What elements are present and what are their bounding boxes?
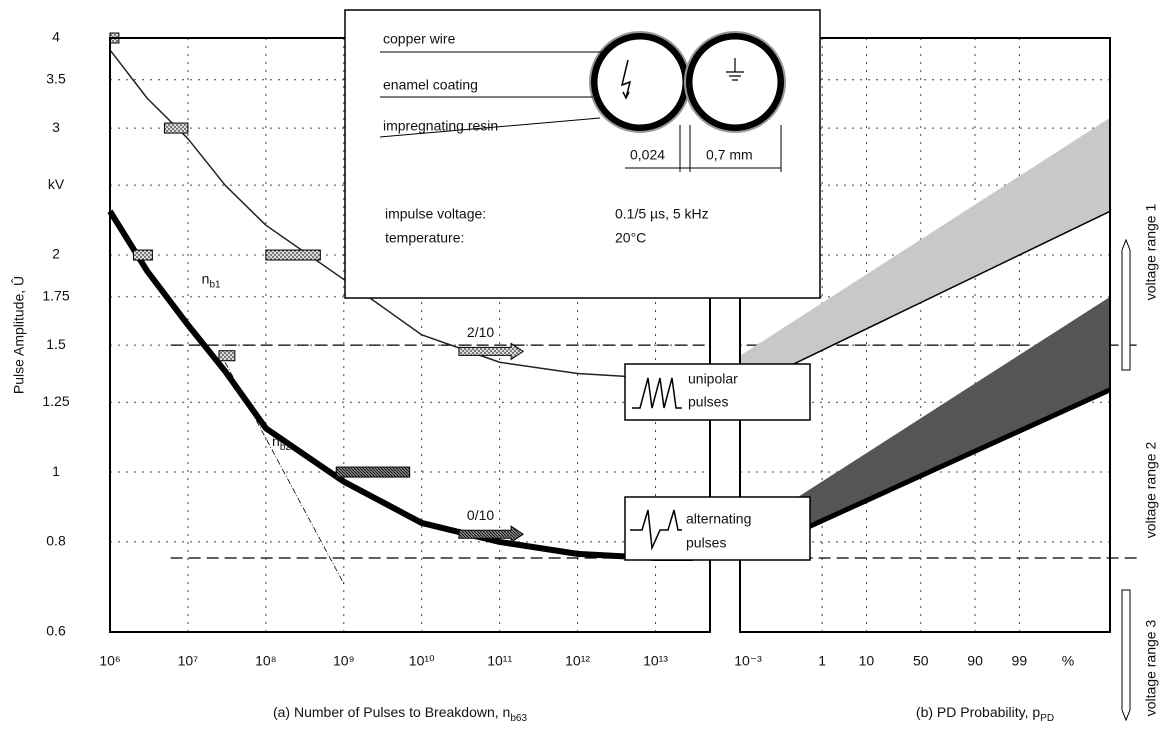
box-text: pulses — [688, 394, 728, 410]
band — [740, 296, 1110, 558]
resin-right — [684, 31, 786, 133]
y-axis-label: Pulse Amplitude, Û — [11, 276, 27, 394]
x-tick-label: 10⁻³ — [734, 653, 762, 669]
range-bar — [163, 122, 189, 134]
inset-label: copper wire — [383, 31, 456, 47]
voltage-ranges: voltage range 1 voltage range 2 voltage … — [1121, 204, 1159, 722]
annotation: nb1 — [202, 270, 221, 290]
x-tick-label: 10⁸ — [255, 653, 277, 669]
inset: copper wire enamel coating impregnating … — [344, 9, 821, 299]
inset-label: impregnating resin — [383, 118, 498, 134]
condition-value: 20°C — [615, 230, 646, 246]
alternating-wave — [630, 509, 682, 551]
pulse-box: unipolar pulses alternating pulses — [624, 363, 811, 561]
range-label: voltage range 3 — [1143, 620, 1159, 717]
band-edge — [739, 210, 1111, 391]
range-bar — [265, 249, 321, 261]
curve — [107, 209, 693, 561]
annotation: nb2 — [272, 433, 291, 453]
y-tick-label: 0.8 — [46, 533, 66, 549]
frame — [739, 37, 1111, 633]
x-tick-label: 10¹¹ — [487, 653, 512, 669]
box — [624, 496, 811, 561]
x-tick-label: 50 — [913, 653, 929, 669]
range-arrow — [458, 525, 525, 544]
wire-left — [590, 32, 690, 132]
range-bar — [335, 466, 411, 478]
x-tick-label: 10⁷ — [178, 653, 199, 669]
range-bar — [132, 249, 153, 261]
range-label: voltage range 1 — [1143, 204, 1159, 301]
y-tick-label: 1.25 — [42, 393, 69, 409]
y-tick-label: 4 — [52, 29, 60, 45]
inset-label: enamel coating — [383, 77, 478, 93]
box-text: pulses — [686, 535, 726, 551]
x-tick-label: 10¹² — [565, 653, 590, 669]
x-tick-label: 10⁹ — [333, 653, 355, 669]
x-axis-label: (b) PD Probability, pPD — [916, 704, 1054, 724]
curve-label: 0/10 — [467, 507, 494, 523]
x-unit: % — [1062, 653, 1074, 669]
condition-label: temperature: — [385, 230, 464, 246]
x-tick-label: 1 — [818, 653, 826, 669]
dimension: 0,024 — [630, 147, 665, 163]
range-arrow — [458, 342, 525, 361]
range-bar — [218, 350, 236, 362]
y-tick-label: 1 — [52, 463, 60, 479]
x-tick-label: 10¹³ — [643, 653, 668, 669]
y-tick-label: 2 — [52, 246, 60, 262]
band — [740, 117, 1110, 390]
x-tick-label: 99 — [1012, 653, 1028, 669]
unipolar-wave — [632, 377, 682, 409]
range-label: voltage range 2 — [1143, 442, 1159, 539]
y-tick-label: 3.5 — [46, 71, 66, 87]
discharge-icon — [620, 59, 632, 100]
y-tick-label: 3 — [52, 119, 60, 135]
ground-icon — [726, 58, 744, 81]
range-arrow — [1121, 238, 1131, 371]
curve-label: 2/10 — [467, 324, 494, 340]
dimension: 0,7 mm — [706, 147, 753, 163]
x-tick-label: 10⁶ — [99, 653, 120, 669]
x-axis-label: (a) Number of Pulses to Breakdown, nb63 — [273, 704, 527, 724]
x-tick-label: 10 — [859, 653, 875, 669]
x-tick-label: 90 — [967, 653, 983, 669]
condition-value: 0.1/5 µs, 5 kHz — [615, 206, 709, 222]
y-tick-label: kV — [48, 176, 65, 192]
y-tick-label: 1.75 — [42, 288, 69, 304]
box-text: alternating — [686, 511, 751, 527]
condition-label: impulse voltage: — [385, 206, 486, 222]
y-tick-label: 1.5 — [46, 336, 66, 352]
wire-right — [685, 32, 785, 132]
y-tick-label: 0.6 — [46, 623, 66, 639]
box-text: unipolar — [688, 371, 738, 387]
range-arrow — [1121, 589, 1131, 722]
x-tick-label: 10¹⁰ — [409, 653, 435, 669]
leader — [379, 117, 601, 138]
